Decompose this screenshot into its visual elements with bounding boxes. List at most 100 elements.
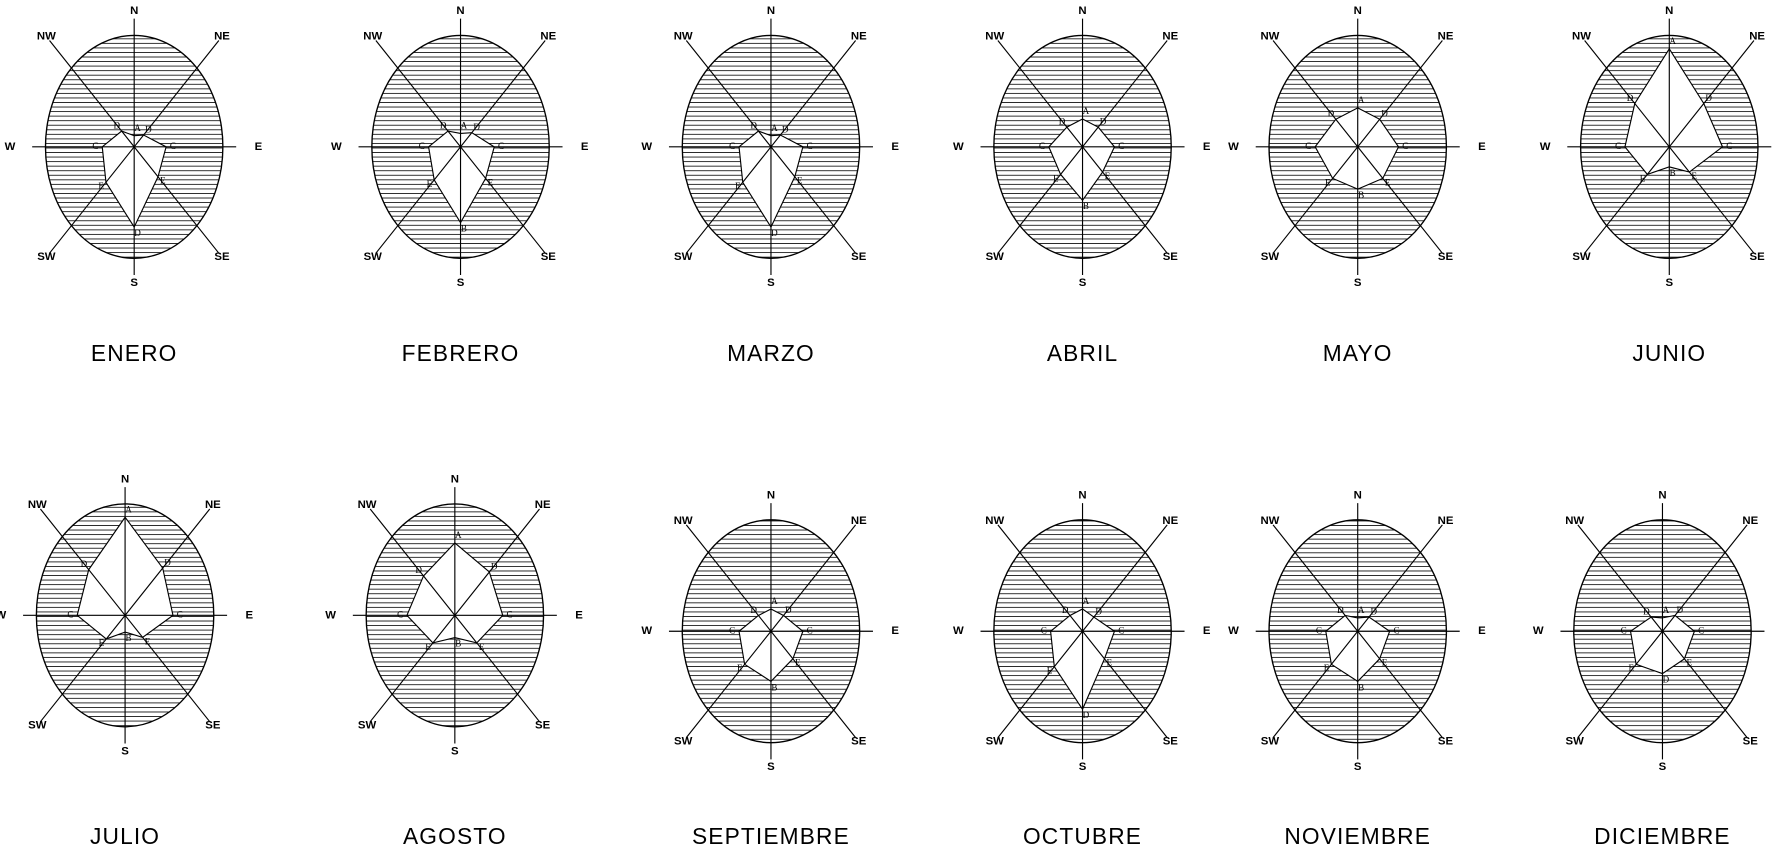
- vertex-letter: D: [1627, 93, 1634, 103]
- compass-label: S: [767, 277, 775, 289]
- compass-label: NE: [1438, 515, 1454, 527]
- vertex-letter: C: [807, 625, 813, 635]
- compass-label: E: [255, 141, 263, 153]
- compass-label: NW: [1260, 515, 1279, 527]
- compass-label: SE: [205, 720, 221, 732]
- vertex-letter: C: [177, 609, 183, 619]
- month-label: MAYO: [1323, 340, 1393, 366]
- month-label: SEPTIEMBRE: [692, 823, 850, 849]
- vertex-letter: A: [125, 505, 132, 515]
- wind-rose: N A NE D E C SE E S D SW E W C NW D OCTUBRE: [953, 489, 1211, 849]
- vertex-letter: C: [1726, 141, 1732, 151]
- compass-label: E: [891, 625, 899, 637]
- compass-label: S: [121, 745, 129, 757]
- vertex-letter: D: [114, 120, 121, 130]
- vertex-letter: E: [145, 636, 151, 646]
- compass-label: W: [1228, 141, 1239, 153]
- compass-label: NE: [1162, 515, 1178, 527]
- vertex-letter: C: [170, 141, 176, 151]
- vertex-letter: D: [1059, 116, 1066, 126]
- vertex-letter: C: [729, 625, 735, 635]
- compass-label: S: [1659, 761, 1667, 773]
- compass-label: SE: [1750, 251, 1766, 263]
- vertex-letter: A: [455, 530, 462, 540]
- vertex-letter: D: [1083, 710, 1090, 720]
- vertex-letter: E: [160, 176, 166, 186]
- compass-label: SE: [214, 251, 230, 263]
- compass-label: N: [1078, 5, 1086, 17]
- vertex-letter: C: [807, 141, 813, 151]
- compass-label: NE: [1749, 31, 1765, 43]
- vertex-letter: E: [1324, 663, 1330, 673]
- compass-label: N: [1354, 5, 1362, 17]
- vertex-letter: D: [1677, 605, 1684, 615]
- vertex-letter: B: [455, 639, 461, 649]
- vertex-letter: E: [99, 638, 105, 648]
- vertex-letter: A: [1669, 36, 1676, 46]
- compass-label: W: [641, 141, 652, 153]
- vertex-letter: E: [1640, 173, 1646, 183]
- compass-label: S: [1665, 277, 1673, 289]
- compass-label: NW: [1572, 31, 1591, 43]
- compass-line: [1584, 40, 1755, 254]
- month-label: FEBRERO: [402, 340, 520, 366]
- wind-rose: N A NE D E C SE E S B SW E W C NW D FEBRERO: [331, 5, 589, 366]
- wind-rose: N A NE D E C SE E S D SW E W C NW D MARZO: [641, 5, 899, 366]
- compass-label: SW: [674, 736, 693, 748]
- vertex-letter: E: [479, 642, 485, 652]
- wind-rose: N A NE D E C SE E S B SW E W C NW D JULIO: [0, 473, 253, 849]
- vertex-letter: D: [134, 228, 141, 238]
- vertex-letter: C: [1305, 141, 1311, 151]
- compass-label: N: [1665, 5, 1673, 17]
- vertex-letter: E: [1053, 173, 1059, 183]
- compass-label: SE: [851, 251, 867, 263]
- compass-label: E: [575, 609, 583, 621]
- vertex-letter: C: [1316, 625, 1322, 635]
- vertex-letter: D: [1328, 109, 1335, 119]
- compass-label: N: [1658, 489, 1666, 501]
- compass-label: SW: [674, 251, 693, 263]
- vertex-letter: B: [1083, 201, 1089, 211]
- compass-label: S: [1079, 761, 1087, 773]
- vertex-letter: C: [1041, 625, 1047, 635]
- compass-label: SE: [1743, 736, 1759, 748]
- wind-rose: N A NE D E C SE E S B SW E W C NW D NOVIEMBRE: [1228, 489, 1486, 849]
- wind-rose: NANEDECSEESBSWEWCNWDJUNIO: [1540, 5, 1772, 366]
- compass-label: SW: [1261, 251, 1280, 263]
- vertex-letter: A: [134, 123, 141, 133]
- vertex-letter: C: [729, 141, 735, 151]
- vertex-letter: A: [771, 123, 778, 133]
- vertex-letter: D: [473, 122, 480, 132]
- compass-label: NE: [1438, 31, 1454, 43]
- wind-rose: N A NE D E C SE E S B SW E W C NW D SEPTIEMBRE: [641, 489, 899, 849]
- compass-label: E: [245, 609, 253, 621]
- vertex-letter: D: [415, 565, 422, 575]
- vertex-letter: C: [419, 141, 425, 151]
- month-label: JULIO: [90, 823, 160, 849]
- vertex-letter: B: [1358, 682, 1364, 692]
- vertex-letter: E: [98, 181, 104, 191]
- compass-label: S: [1079, 277, 1087, 289]
- compass-label: NW: [985, 31, 1004, 43]
- compass-label: W: [1533, 625, 1544, 637]
- vertex-letter: E: [735, 181, 741, 191]
- compass-label: E: [1478, 141, 1486, 153]
- compass-label: NW: [674, 31, 693, 43]
- compass-label: NE: [1742, 515, 1758, 527]
- vertex-letter: A: [1083, 596, 1090, 606]
- compass-label: W: [641, 625, 652, 637]
- compass-line: [1272, 524, 1443, 738]
- vertex-letter: C: [397, 609, 403, 619]
- compass-label: W: [1540, 141, 1551, 153]
- compass-label: SW: [358, 720, 377, 732]
- vertex-letter: D: [750, 605, 757, 615]
- compass-line: [39, 508, 211, 723]
- vertex-letter: D: [785, 605, 792, 615]
- compass-label: NW: [1565, 515, 1584, 527]
- vertex-letter: E: [795, 658, 801, 668]
- month-label: ENERO: [91, 340, 178, 366]
- vertex-letter: B: [461, 224, 467, 234]
- compass-label: W: [953, 625, 964, 637]
- compass-label: NW: [674, 515, 693, 527]
